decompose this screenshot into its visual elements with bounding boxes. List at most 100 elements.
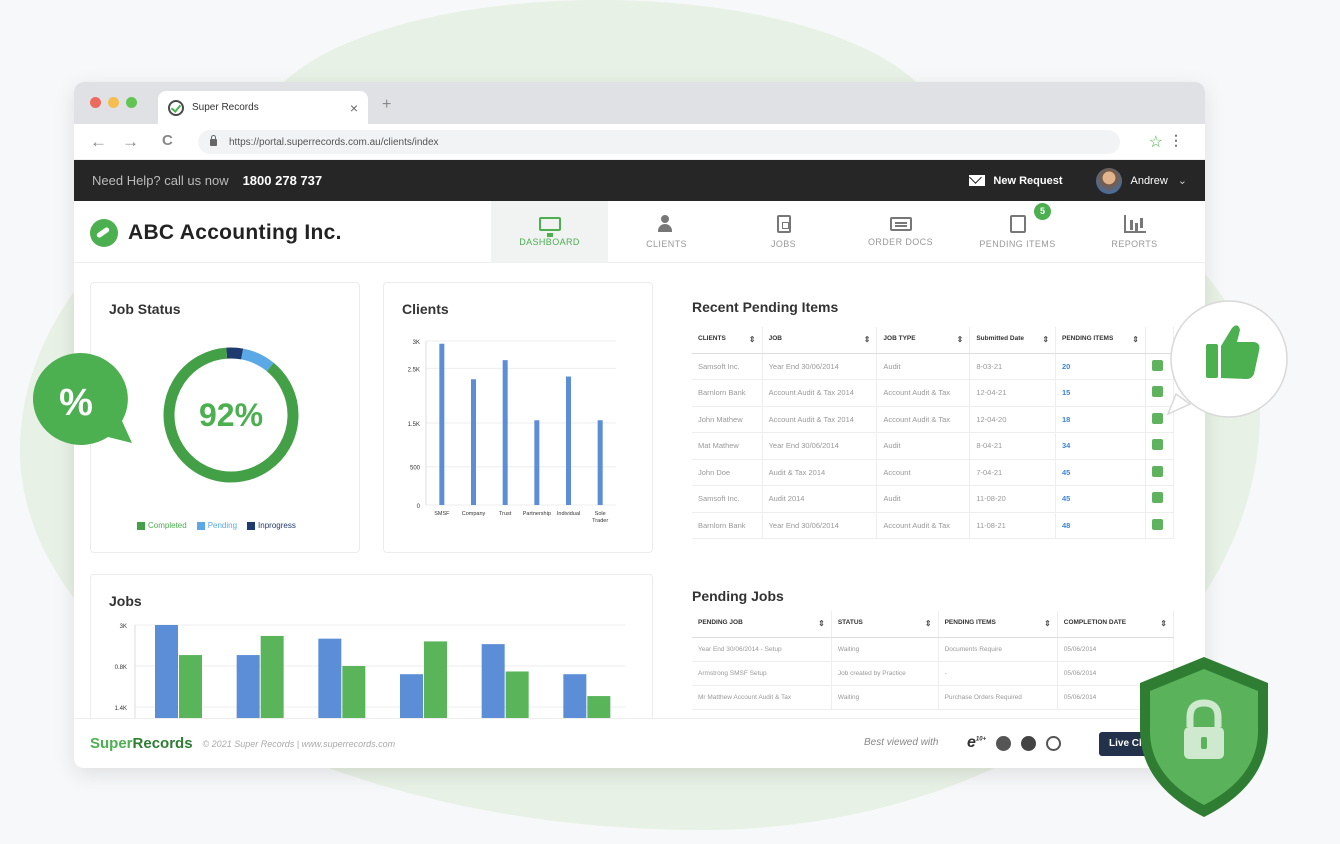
- close-tab-icon[interactable]: ×: [349, 99, 358, 116]
- nav-item-label: REPORTS: [1111, 239, 1158, 249]
- bar-company: [471, 379, 476, 505]
- dashboard-content: Job Status 92% Completed Pending Inprogr…: [74, 263, 1205, 734]
- view-icon[interactable]: [1151, 492, 1163, 504]
- column-header[interactable]: COMPLETION DATE ⇕: [1057, 611, 1175, 638]
- table-cell: Account Audit & Tax 2014: [762, 406, 878, 433]
- view-icon[interactable]: [1151, 465, 1163, 477]
- column-header[interactable]: STATUS ⇕: [831, 611, 939, 638]
- sort-icon[interactable]: ⇕: [924, 619, 932, 629]
- table-cell: Barnlorn Bank: [692, 379, 763, 407]
- reload-button[interactable]: C: [162, 132, 173, 149]
- recent-pending-title: Recent Pending Items: [692, 299, 839, 315]
- view-icon[interactable]: [1151, 439, 1163, 451]
- table-cell: Account Audit & Tax 2014: [762, 379, 878, 407]
- view-icon[interactable]: [1151, 359, 1163, 371]
- table-cell: Year End 30/06/2014 - Setup: [692, 637, 832, 662]
- table-row[interactable]: Barnlorn Bank Account Audit & Tax 2014 Acc…: [692, 379, 1175, 407]
- jobs-bar-group-5-series-2: [505, 671, 529, 727]
- table-row[interactable]: John Mathew Account Audit & Tax 2014 Accou…: [692, 406, 1175, 433]
- url-field[interactable]: https://portal.superrecords.com.au/clien…: [198, 130, 1120, 154]
- help-text: Need Help? call us now: [92, 173, 229, 188]
- view-icon[interactable]: [1151, 518, 1163, 530]
- back-button[interactable]: ←: [90, 132, 107, 151]
- column-header-action: [1145, 327, 1175, 354]
- sort-icon[interactable]: ⇕: [1160, 619, 1167, 629]
- view-icon[interactable]: [1151, 386, 1163, 398]
- table-row[interactable]: Armstrong SMSF Setup Job created by Pract…: [692, 661, 1175, 686]
- security-shield-icon: [1140, 657, 1268, 817]
- table-cell: Waiting: [831, 685, 939, 710]
- monitor-icon: [538, 217, 561, 237]
- column-header[interactable]: PENDING ITEMS ⇕: [938, 611, 1058, 638]
- column-header[interactable]: PENDING ITEMS ⇕: [1055, 327, 1146, 354]
- nav-item-clients[interactable]: CLIENTS: [608, 201, 725, 263]
- sort-icon[interactable]: ⇕: [818, 619, 825, 629]
- table-cell: Year End 30/06/2014: [762, 512, 878, 539]
- avatar[interactable]: [1096, 167, 1123, 194]
- jobs-bar-group-4-series-1: [400, 674, 423, 727]
- table-row[interactable]: John Doe Audit & Tax 2014 Account 7-04-21 45: [692, 459, 1175, 486]
- maximize-window-button[interactable]: [126, 97, 137, 108]
- percent-glyph: %: [59, 382, 93, 424]
- table-cell: Samsoft Inc.: [692, 485, 763, 513]
- nav-item-jobs[interactable]: JOBS: [725, 201, 842, 263]
- table-cell: Account Audit & Tax: [876, 379, 971, 407]
- browser-tab[interactable]: Super Records ×: [158, 91, 368, 124]
- table-row[interactable]: Samsoft Inc. Audit 2014 Audit 11-08-20 45: [692, 485, 1175, 513]
- table-row[interactable]: Mat Mathew Year End 30/06/2014 Audit 8-04-2…: [692, 432, 1175, 460]
- brand[interactable]: ABC Accounting Inc.: [90, 219, 342, 247]
- x-tick-label: Individual: [557, 511, 580, 517]
- column-header[interactable]: Submitted Date ⇕: [969, 327, 1057, 354]
- table-row[interactable]: Samsoft Inc. Year End 30/06/2014 Audit 8-03…: [692, 353, 1175, 380]
- column-header[interactable]: PENDING JOB ⇕: [692, 611, 832, 638]
- tab-title: Super Records: [192, 102, 259, 113]
- chevron-down-icon[interactable]: ⌄: [1177, 175, 1187, 187]
- footer-brand[interactable]: SuperRecords: [90, 735, 193, 752]
- browser-menu-icon[interactable]: ⋮: [1169, 132, 1183, 148]
- table-row[interactable]: Year End 30/06/2014 - Setup Waiting Docume…: [692, 637, 1175, 662]
- pending-jobs-table: PENDING JOB ⇕ STATUS ⇕ PENDING ITEMS ⇕ COMPLET…: [692, 611, 1175, 710]
- column-header[interactable]: JOB TYPE ⇕: [876, 327, 971, 354]
- favicon-icon: [168, 99, 184, 116]
- table-cell: 11-08-21: [969, 512, 1057, 539]
- job-status-value: 92%: [198, 397, 264, 433]
- table-cell: Year End 30/06/2014: [762, 432, 878, 460]
- user-name[interactable]: Andrew: [1130, 174, 1168, 187]
- nav-item-reports[interactable]: REPORTS: [1076, 201, 1193, 263]
- column-header[interactable]: CLIENTS ⇕: [692, 327, 763, 354]
- table-row[interactable]: Barnlorn Bank Year End 30/06/2014 Account …: [692, 512, 1175, 539]
- view-icon[interactable]: [1151, 412, 1163, 424]
- close-window-button[interactable]: [90, 97, 101, 108]
- percent-bubble-icon: %: [33, 352, 132, 445]
- bookmark-star-icon[interactable]: ☆: [1148, 134, 1163, 151]
- new-request-link[interactable]: New Request: [993, 174, 1063, 187]
- table-cell: 48: [1055, 512, 1146, 539]
- table-row[interactable]: Mr Matthew Account Audit & Tax Waiting Pur…: [692, 685, 1175, 710]
- support-phone[interactable]: 1800 278 737: [242, 173, 323, 188]
- row-action-cell: [1145, 459, 1175, 486]
- sort-icon[interactable]: ⇕: [1044, 619, 1051, 629]
- sort-icon[interactable]: ⇕: [1042, 335, 1050, 345]
- sort-icon[interactable]: ⇕: [1132, 335, 1139, 345]
- x-tick-label: SMSF: [434, 511, 450, 517]
- x-tick-label: Partnership: [523, 511, 551, 517]
- browser-icons: e10+: [967, 734, 1062, 752]
- brand-name: ABC Accounting Inc.: [128, 221, 342, 244]
- sort-icon[interactable]: ⇕: [863, 335, 871, 345]
- y-tick-label: 3K: [120, 624, 127, 630]
- sort-icon[interactable]: ⇕: [748, 335, 756, 345]
- table-cell: 20: [1055, 353, 1146, 380]
- forward-button[interactable]: →: [122, 132, 139, 151]
- bar-individual: [566, 376, 571, 505]
- sort-icon[interactable]: ⇕: [956, 335, 964, 345]
- new-tab-button[interactable]: +: [382, 96, 392, 113]
- row-action-cell: [1145, 432, 1175, 460]
- minimize-window-button[interactable]: [108, 97, 119, 108]
- column-header[interactable]: JOB ⇕: [762, 327, 878, 354]
- document-icon: [776, 215, 791, 233]
- table-cell: Audit: [876, 432, 971, 460]
- nav-item-order-docs[interactable]: ORDER DOCS: [842, 201, 959, 263]
- safari-icon: [1046, 735, 1062, 751]
- nav-item-pending-items[interactable]: 5 PENDING ITEMS: [959, 201, 1076, 263]
- nav-item-dashboard[interactable]: DASHBOARD: [491, 201, 608, 263]
